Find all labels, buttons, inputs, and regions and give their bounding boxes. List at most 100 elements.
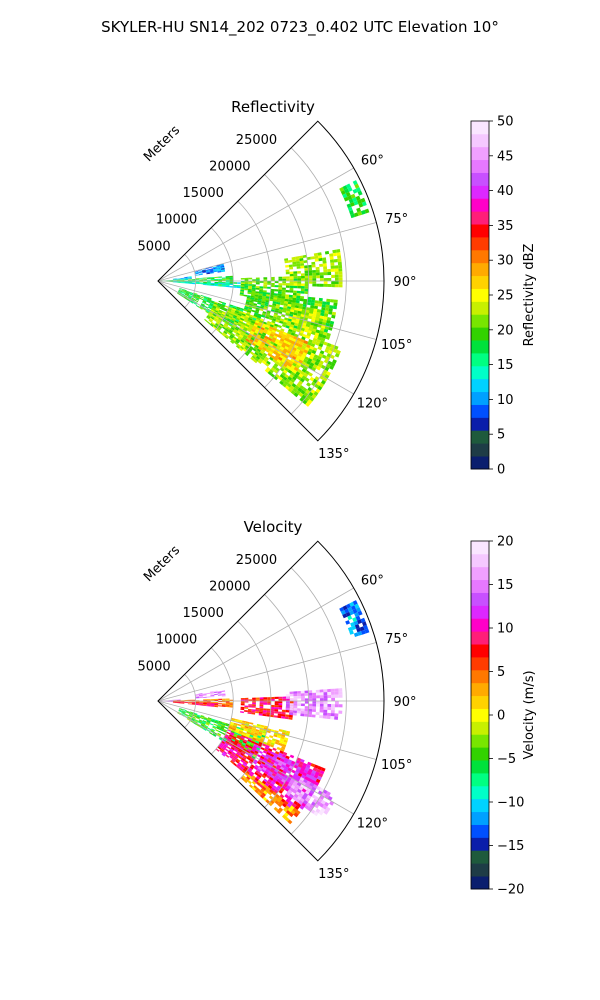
- radar-cell: [233, 282, 238, 284]
- radar-cell: [228, 725, 233, 729]
- radar-cell: [185, 292, 190, 295]
- radar-cell: [185, 292, 190, 295]
- radar-cell: [325, 335, 330, 340]
- radar-cell: [188, 703, 192, 705]
- radar-cell: [222, 722, 227, 725]
- radar-cell: [280, 328, 285, 332]
- radar-cell: [252, 306, 257, 309]
- radar-cell: [290, 371, 296, 377]
- radar-cell: [285, 325, 290, 329]
- radar-cell: [216, 725, 221, 728]
- radar-cell: [308, 698, 313, 701]
- radar-cell: [350, 622, 355, 627]
- radar-cell: [317, 252, 322, 256]
- radar-cell: [245, 770, 250, 775]
- radar-cell: [189, 712, 194, 715]
- radar-cell: [296, 362, 302, 367]
- radar-cell: [304, 776, 309, 781]
- radar-cell: [266, 339, 272, 344]
- radar-cell: [259, 337, 264, 342]
- radar-cell: [263, 279, 268, 281]
- radar-cell: [203, 279, 207, 281]
- radar-cell: [255, 738, 260, 742]
- radar-cell: [248, 784, 254, 789]
- radar-cell: [255, 707, 260, 710]
- radar-cell: [176, 279, 181, 280]
- radar-cell: [251, 335, 256, 340]
- radar-cell: [254, 344, 260, 349]
- sector-frame: [157, 540, 385, 862]
- radar-cell: [240, 316, 245, 320]
- radar-cell: [251, 712, 256, 715]
- radar-cell: [315, 358, 321, 364]
- radar-cell: [284, 296, 289, 300]
- radar-cell: [196, 716, 200, 719]
- radar-cell: [316, 701, 320, 704]
- radar-cell: [318, 255, 323, 259]
- radar-cell: [276, 735, 282, 739]
- radar-cell: [317, 775, 322, 781]
- radar-cell: [255, 291, 260, 294]
- radar-cell: [308, 711, 313, 715]
- radar-cell: [216, 266, 221, 269]
- radar-cell: [272, 358, 277, 364]
- radar-cell: [300, 286, 305, 289]
- radar-cell: [173, 281, 177, 282]
- radar-cell: [272, 747, 277, 751]
- radar-cell: [259, 308, 264, 312]
- radar-cell: [183, 296, 188, 299]
- radar-cell: [292, 338, 297, 343]
- radar-cell: [293, 353, 298, 358]
- radar-cell: [338, 274, 343, 278]
- radar-cell: [191, 298, 195, 301]
- radar-cell: [181, 713, 185, 716]
- radar-cell: [338, 710, 343, 714]
- radar-cell: [287, 796, 293, 801]
- radar-cell: [267, 337, 273, 342]
- radar-cell: [323, 698, 328, 701]
- radar-cell: [248, 285, 252, 288]
- radar-cell: [257, 779, 262, 784]
- radar-cell: [253, 766, 258, 771]
- radar-cell: [324, 801, 330, 807]
- radar-cell: [221, 695, 226, 697]
- radar-cell: [312, 701, 317, 704]
- radar-cell: [244, 697, 249, 700]
- radar-cell: [258, 750, 263, 754]
- radar-cell: [229, 275, 234, 278]
- radar-cell: [247, 730, 252, 733]
- radar-cell: [196, 724, 200, 727]
- radar-cell: [224, 322, 229, 327]
- radar-cell: [251, 775, 256, 780]
- radar-cell: [218, 283, 222, 285]
- radar-cell: [248, 347, 253, 352]
- radar-cell: [184, 702, 189, 704]
- radar-cell: [207, 306, 212, 310]
- radar-cell: [252, 304, 257, 308]
- radar-cell: [309, 324, 314, 329]
- colorbar-segment: [471, 404, 489, 418]
- radar-cell: [239, 727, 244, 731]
- radar-cell: [338, 284, 343, 288]
- radar-cell: [310, 256, 315, 260]
- radar-cell: [272, 738, 277, 742]
- radar-cell: [206, 283, 211, 285]
- radar-cell: [235, 333, 240, 338]
- radar-cell: [309, 355, 314, 360]
- radar-cell: [176, 281, 181, 282]
- radar-cell: [301, 354, 306, 359]
- radar-cell: [276, 764, 282, 769]
- radar-cell: [221, 723, 226, 726]
- radar-cell: [276, 299, 281, 303]
- radar-region-4: [240, 696, 294, 720]
- radar-cell: [206, 702, 211, 704]
- radar-cell: [270, 710, 275, 714]
- radar-cell: [292, 297, 297, 301]
- radar-cell: [236, 736, 241, 740]
- radar-cell: [263, 358, 268, 363]
- radar-cell: [189, 292, 194, 295]
- radar-cell: [297, 693, 301, 697]
- radar-cell: [249, 752, 254, 756]
- radar-cell: [327, 271, 332, 276]
- radar-cell: [330, 713, 335, 717]
